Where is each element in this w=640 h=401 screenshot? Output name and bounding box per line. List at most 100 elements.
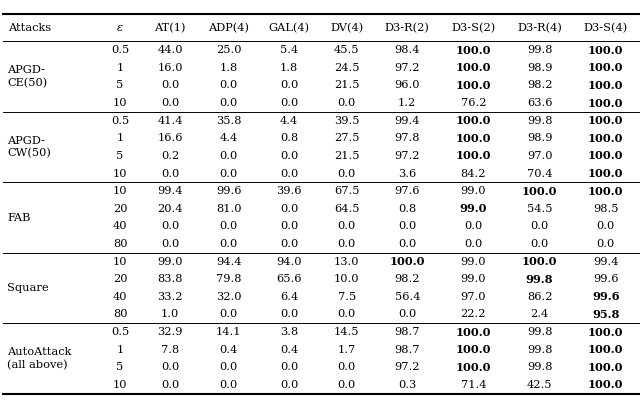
Text: 99.8: 99.8 [526, 274, 554, 285]
Text: 98.2: 98.2 [527, 81, 552, 91]
Text: 95.8: 95.8 [592, 309, 620, 320]
Text: 0.0: 0.0 [398, 310, 417, 320]
Text: 0.0: 0.0 [161, 98, 179, 108]
Text: 10: 10 [113, 380, 127, 390]
Text: 27.5: 27.5 [334, 133, 360, 143]
Text: 0.0: 0.0 [531, 221, 548, 231]
Text: 100.0: 100.0 [588, 97, 623, 109]
Text: 20: 20 [113, 204, 127, 214]
Text: 42.5: 42.5 [527, 380, 552, 390]
Text: 65.6: 65.6 [276, 274, 301, 284]
Text: 1.8: 1.8 [280, 63, 298, 73]
Text: Attacks: Attacks [8, 23, 51, 33]
Text: 20.4: 20.4 [157, 204, 183, 214]
Text: 100.0: 100.0 [588, 150, 623, 162]
Text: FAB: FAB [7, 213, 31, 223]
Text: 99.0: 99.0 [157, 257, 183, 267]
Text: 39.6: 39.6 [276, 186, 301, 196]
Text: 40: 40 [113, 221, 127, 231]
Text: 10: 10 [113, 186, 127, 196]
Text: 20: 20 [113, 274, 127, 284]
Text: DV(4): DV(4) [330, 22, 364, 33]
Text: 2.4: 2.4 [531, 310, 548, 320]
Text: 0.0: 0.0 [280, 363, 298, 373]
Text: 14.1: 14.1 [216, 327, 241, 337]
Text: 99.8: 99.8 [527, 345, 552, 355]
Text: 4.4: 4.4 [220, 133, 238, 143]
Text: 100.0: 100.0 [522, 186, 557, 196]
Text: 32.9: 32.9 [157, 327, 183, 337]
Text: 100.0: 100.0 [456, 362, 491, 373]
Text: 0.0: 0.0 [337, 239, 356, 249]
Text: 40: 40 [113, 292, 127, 302]
Text: 100.0: 100.0 [588, 115, 623, 126]
Text: 10: 10 [113, 168, 127, 178]
Text: 1: 1 [116, 133, 124, 143]
Text: 100.0: 100.0 [588, 168, 623, 179]
Text: 0.0: 0.0 [337, 98, 356, 108]
Text: 99.8: 99.8 [527, 363, 552, 373]
Text: 98.2: 98.2 [394, 274, 420, 284]
Text: 0.0: 0.0 [280, 221, 298, 231]
Text: 84.2: 84.2 [461, 168, 486, 178]
Text: 54.5: 54.5 [527, 204, 552, 214]
Text: D3-S(2): D3-S(2) [451, 22, 495, 33]
Text: 0.5: 0.5 [111, 115, 129, 126]
Text: 97.8: 97.8 [394, 133, 420, 143]
Text: 0.0: 0.0 [531, 239, 548, 249]
Text: 3.6: 3.6 [398, 168, 417, 178]
Text: 100.0: 100.0 [456, 80, 491, 91]
Text: 0.0: 0.0 [220, 221, 238, 231]
Text: 97.0: 97.0 [461, 292, 486, 302]
Text: 94.0: 94.0 [276, 257, 301, 267]
Text: 13.0: 13.0 [334, 257, 360, 267]
Text: AutoAttack
(all above): AutoAttack (all above) [7, 347, 72, 370]
Text: 99.8: 99.8 [527, 115, 552, 126]
Text: 0.0: 0.0 [220, 310, 238, 320]
Text: 80: 80 [113, 310, 127, 320]
Text: 0.0: 0.0 [220, 98, 238, 108]
Text: 97.2: 97.2 [394, 151, 420, 161]
Text: 99.6: 99.6 [592, 292, 620, 302]
Text: 0.0: 0.0 [220, 363, 238, 373]
Text: 44.0: 44.0 [157, 45, 183, 55]
Text: 98.7: 98.7 [394, 327, 420, 337]
Text: 6.4: 6.4 [280, 292, 298, 302]
Text: 0.0: 0.0 [596, 221, 615, 231]
Text: 0.8: 0.8 [398, 204, 417, 214]
Text: 100.0: 100.0 [588, 45, 623, 56]
Text: 0.0: 0.0 [161, 168, 179, 178]
Text: 0.0: 0.0 [464, 239, 483, 249]
Text: 0.5: 0.5 [111, 45, 129, 55]
Text: 86.2: 86.2 [527, 292, 552, 302]
Text: 99.0: 99.0 [460, 203, 487, 214]
Text: 0.0: 0.0 [161, 380, 179, 390]
Text: 1: 1 [116, 345, 124, 355]
Text: 100.0: 100.0 [456, 45, 491, 56]
Text: 0.0: 0.0 [337, 380, 356, 390]
Text: 99.8: 99.8 [527, 327, 552, 337]
Text: 96.0: 96.0 [394, 81, 420, 91]
Text: 0.2: 0.2 [161, 151, 179, 161]
Text: 97.6: 97.6 [394, 186, 420, 196]
Text: 0.0: 0.0 [220, 81, 238, 91]
Text: 0.0: 0.0 [280, 380, 298, 390]
Text: 0.4: 0.4 [220, 345, 238, 355]
Text: 5: 5 [116, 363, 124, 373]
Text: 14.5: 14.5 [334, 327, 360, 337]
Text: 10.0: 10.0 [334, 274, 360, 284]
Text: Square: Square [7, 283, 49, 293]
Text: 16.0: 16.0 [157, 63, 183, 73]
Text: 0.0: 0.0 [161, 239, 179, 249]
Text: 22.2: 22.2 [461, 310, 486, 320]
Text: APGD-
CW(50): APGD- CW(50) [7, 136, 51, 158]
Text: 21.5: 21.5 [334, 81, 360, 91]
Text: 94.4: 94.4 [216, 257, 241, 267]
Text: 39.5: 39.5 [334, 115, 360, 126]
Text: 7.5: 7.5 [337, 292, 356, 302]
Text: 1.8: 1.8 [220, 63, 238, 73]
Text: 0.0: 0.0 [337, 310, 356, 320]
Text: 80: 80 [113, 239, 127, 249]
Text: 5: 5 [116, 81, 124, 91]
Text: 0.8: 0.8 [280, 133, 298, 143]
